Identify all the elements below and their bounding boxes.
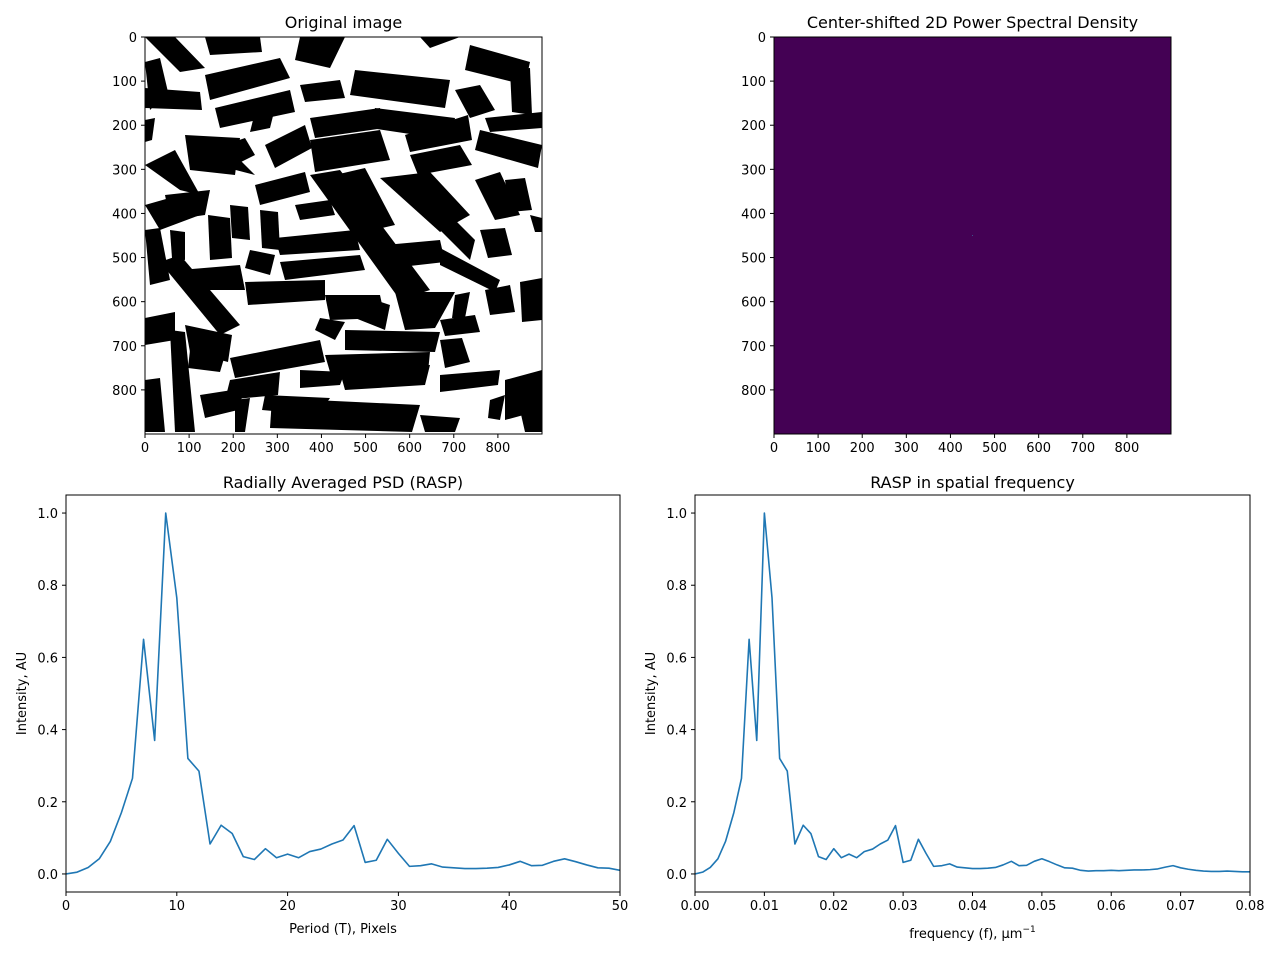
p2-ytick-label: 0 [758, 31, 766, 46]
p1-ytick-label: 200 [112, 119, 137, 134]
p1-ytick-label: 600 [112, 296, 137, 311]
p2-xtick-label: 700 [1070, 441, 1095, 456]
panel3-xaxis: 0 10 20 30 40 50 [62, 892, 628, 914]
p3-xtick-label: 10 [169, 899, 186, 914]
panel4-yaxis: 0.0 0.2 0.4 0.6 0.8 1.0 [666, 507, 695, 883]
p1-xtick-label: 300 [265, 441, 290, 456]
panel1-xaxis: 0 100 200 300 400 500 600 700 800 [141, 434, 510, 456]
panel3-xlabel: Period (T), Pixels [289, 922, 397, 937]
p2-ytick-label: 300 [741, 163, 766, 178]
panel3-yaxis: 0.0 0.2 0.4 0.6 0.8 1.0 [37, 507, 66, 883]
p3-xtick-label: 30 [390, 899, 407, 914]
p3-ytick-label: 0.6 [37, 651, 58, 666]
panel3-title: Radially Averaged PSD (RASP) [223, 473, 463, 492]
original-image-pattern [145, 37, 542, 434]
p1-xtick-label: 100 [177, 441, 202, 456]
p1-ytick-label: 700 [112, 340, 137, 355]
p2-xtick-label: 500 [982, 441, 1007, 456]
panel1-yaxis: 0 100 200 300 400 500 600 700 800 [112, 31, 145, 399]
p2-xtick-label: 400 [938, 441, 963, 456]
p2-ytick-label: 500 [741, 252, 766, 267]
panel1-title: Original image [285, 13, 403, 32]
panel-original-image: Original image [112, 13, 543, 456]
p2-ytick-label: 200 [741, 119, 766, 134]
p3-xtick-label: 40 [501, 899, 518, 914]
p3-ytick-label: 0.4 [37, 724, 58, 739]
p4-ytick-label: 0.2 [666, 796, 687, 811]
p3-xtick-label: 50 [612, 899, 629, 914]
panel4-xaxis: 0.00 0.01 0.02 0.03 0.04 0.05 0.06 0.07 0.08 [681, 892, 1265, 914]
panel2-frame [773, 36, 1172, 435]
p1-xtick-label: 600 [397, 441, 422, 456]
p3-ytick-label: 0.0 [37, 868, 58, 883]
p2-ytick-label: 100 [741, 75, 766, 90]
psd-center-peak [972, 235, 973, 236]
p2-ytick-label: 400 [741, 207, 766, 222]
p1-ytick-label: 800 [112, 384, 137, 399]
panel2-yaxis: 0 100 200 300 400 500 600 700 800 [741, 31, 774, 399]
p1-ytick-label: 300 [112, 163, 137, 178]
panel1-frame [144, 36, 543, 435]
panel4-frame [694, 494, 1251, 893]
p4-xtick-label: 0.03 [889, 899, 918, 914]
panel3-frame [65, 494, 621, 893]
panel3-ylabel: Intensity, AU [15, 652, 30, 735]
p4-xtick-label: 0.00 [681, 899, 710, 914]
p1-ytick-label: 0 [129, 31, 137, 46]
p3-ytick-label: 0.2 [37, 796, 58, 811]
panel2-title: Center-shifted 2D Power Spectral Density [807, 13, 1138, 32]
p1-ytick-label: 500 [112, 252, 137, 267]
p2-ytick-label: 800 [741, 384, 766, 399]
p4-xtick-label: 0.02 [819, 899, 848, 914]
p1-xtick-label: 0 [141, 441, 149, 456]
p2-xtick-label: 100 [806, 441, 831, 456]
p4-xtick-label: 0.07 [1166, 899, 1195, 914]
p2-ytick-label: 600 [741, 296, 766, 311]
panel4-xlabel: frequency (f), μm−1 [909, 925, 1036, 942]
p4-ytick-label: 0.4 [666, 724, 687, 739]
p4-xtick-label: 0.01 [750, 899, 779, 914]
p4-xtick-label: 0.05 [1027, 899, 1056, 914]
rasp-period-series-line [66, 512, 620, 875]
p4-ytick-label: 0.8 [666, 579, 687, 594]
p2-xtick-label: 600 [1026, 441, 1051, 456]
p2-xtick-label: 0 [770, 441, 778, 456]
p1-xtick-label: 800 [485, 441, 510, 456]
p4-ytick-label: 1.0 [666, 507, 687, 522]
p2-ytick-label: 700 [741, 340, 766, 355]
panel-rasp-period: Radially Averaged PSD (RASP) 0 10 20 30 40 50… [15, 473, 628, 937]
p1-xtick-label: 700 [441, 441, 466, 456]
rasp-frequency-series-line [695, 512, 1250, 875]
p4-xtick-label: 0.04 [958, 899, 987, 914]
p1-xtick-label: 400 [309, 441, 334, 456]
p2-xtick-label: 800 [1114, 441, 1139, 456]
p1-ytick-label: 400 [112, 207, 137, 222]
panel4-ylabel: Intensity, AU [644, 652, 659, 735]
p4-ytick-label: 0.0 [666, 868, 687, 883]
panel-psd-heatmap: Center-shifted 2D Power Spectral Density… [741, 13, 1172, 456]
p3-xtick-label: 0 [62, 899, 70, 914]
p2-xtick-label: 200 [850, 441, 875, 456]
p3-xtick-label: 20 [279, 899, 296, 914]
p2-xtick-label: 300 [894, 441, 919, 456]
panel4-title: RASP in spatial frequency [870, 473, 1075, 492]
p4-xtick-label: 0.06 [1097, 899, 1126, 914]
p1-ytick-label: 100 [112, 75, 137, 90]
p4-ytick-label: 0.6 [666, 651, 687, 666]
p1-xtick-label: 500 [353, 441, 378, 456]
panel2-xaxis: 0 100 200 300 400 500 600 700 800 [770, 434, 1139, 456]
p3-ytick-label: 1.0 [37, 507, 58, 522]
p4-xtick-label: 0.08 [1236, 899, 1265, 914]
p3-ytick-label: 0.8 [37, 579, 58, 594]
p1-xtick-label: 200 [221, 441, 246, 456]
panel-rasp-frequency: RASP in spatial frequency 0.00 0.01 0.02 0.… [644, 473, 1264, 942]
